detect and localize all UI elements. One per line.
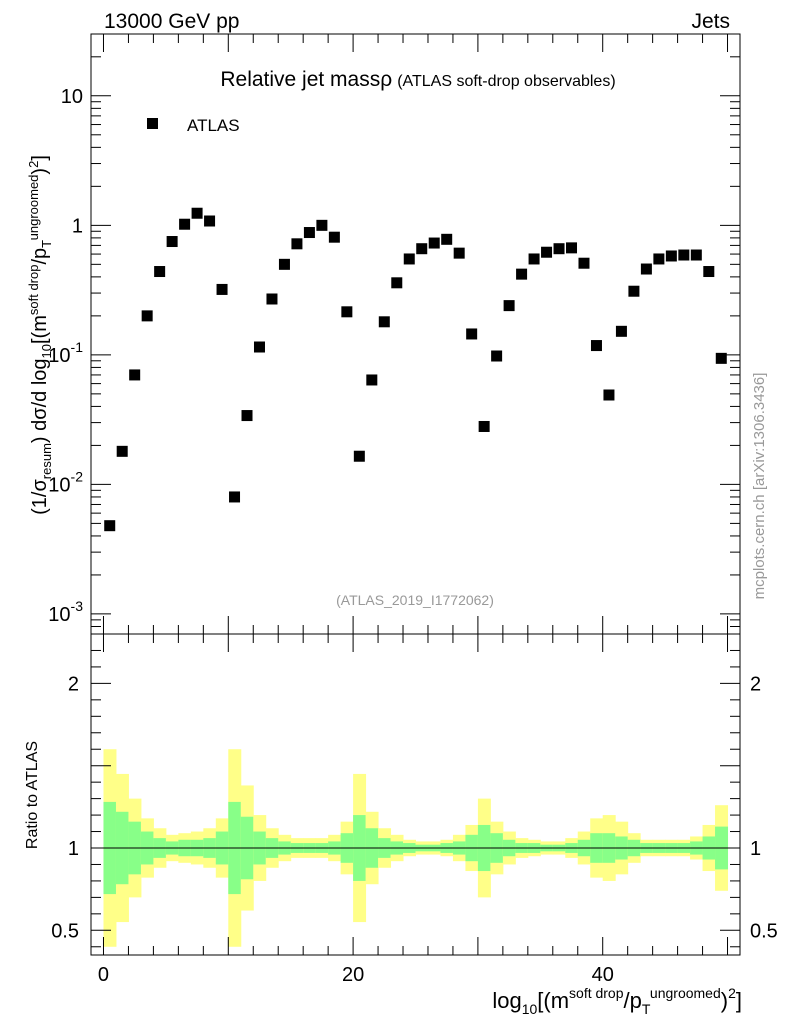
ratio-plot-ticks — [91, 634, 740, 955]
x-tick-label: 20 — [342, 964, 364, 986]
y-tick-exponent: -1 — [71, 339, 84, 355]
data-point — [391, 277, 403, 289]
data-point — [615, 325, 627, 337]
data-point — [104, 520, 116, 532]
data-point — [428, 237, 440, 249]
data-point — [703, 266, 715, 278]
x-tick-label: 40 — [592, 964, 614, 986]
data-point — [378, 316, 390, 328]
data-point — [678, 249, 690, 261]
data-point — [541, 246, 553, 258]
chart-title: Relative jet massρ — [220, 68, 392, 91]
y-tick-exponent: -2 — [71, 468, 84, 484]
data-point — [441, 233, 453, 245]
data-point — [191, 207, 203, 219]
ratio-y-tick-label-left: 1 — [68, 838, 79, 860]
data-point — [341, 306, 353, 318]
data-point — [491, 350, 503, 362]
data-point — [166, 236, 178, 248]
data-point — [278, 258, 290, 270]
data-point — [129, 369, 141, 381]
data-point — [590, 340, 602, 352]
watermark: mcplots.cern.ch [arXiv:1306.3436] — [751, 373, 768, 600]
data-point — [316, 219, 328, 231]
ratio-plot-frame — [90, 633, 741, 956]
data-point — [528, 253, 540, 265]
data-point — [466, 328, 478, 340]
data-point — [353, 450, 365, 462]
y-tick-label: 10 — [61, 86, 83, 108]
data-point — [403, 253, 415, 265]
main-plot-ticks — [91, 33, 740, 635]
atlas-data-points — [104, 207, 727, 532]
data-point — [553, 243, 565, 255]
category-label: Jets — [691, 10, 730, 33]
data-point — [453, 247, 465, 259]
data-point — [653, 253, 665, 265]
data-point — [516, 268, 528, 280]
ratio-y-tick-label-right: 0.5 — [750, 920, 778, 942]
main-y-axis-label: (1/σresum) dσ/d log10[(msoft drop/pTungr… — [26, 155, 54, 515]
data-point — [291, 238, 303, 250]
data-point — [715, 352, 727, 364]
data-point — [179, 218, 191, 230]
y-tick-label: 1 — [72, 215, 83, 237]
data-point — [141, 310, 153, 322]
energy-label: 13000 GeV pp — [104, 10, 239, 33]
ratio-y-tick-label-left: 2 — [68, 673, 79, 695]
data-point — [204, 215, 216, 227]
ratio-y-tick-label-right: 1 — [750, 838, 761, 860]
data-point — [154, 266, 166, 278]
data-point — [603, 389, 615, 401]
legend-label-atlas: ATLAS — [187, 116, 240, 135]
data-point — [116, 445, 128, 457]
ratio-plot-panel: 0.5 0.5 1 1 2 2 0 20 40 Ratio to ATLAS — [24, 633, 778, 986]
ratio-y-tick-labels: 0.5 0.5 1 1 2 2 — [51, 673, 778, 942]
ratio-y-tick-label-right: 2 — [750, 673, 761, 695]
x-axis-label: log10[(msoft drop/pTungroomed)2] — [492, 985, 742, 1017]
data-point — [628, 285, 640, 297]
data-point — [578, 257, 590, 269]
data-point — [241, 410, 253, 422]
y-tick-label: 10-3 — [48, 598, 83, 626]
data-point — [229, 491, 241, 503]
data-point — [640, 263, 652, 275]
x-tick-label: 0 — [98, 964, 109, 986]
data-point — [216, 283, 228, 295]
data-point — [478, 420, 490, 432]
data-point — [328, 231, 340, 243]
chart-title-group: Relative jet massρ (ATLAS soft-drop obser… — [220, 68, 615, 91]
data-point — [566, 242, 578, 254]
data-point — [416, 243, 428, 255]
data-point — [366, 374, 378, 386]
x-tick-labels: 0 20 40 — [98, 964, 614, 986]
data-point — [690, 249, 702, 261]
y-tick-exponent: -3 — [71, 598, 84, 614]
analysis-id: (ATLAS_2019_I1772062) — [336, 592, 494, 608]
data-point — [303, 227, 315, 239]
data-point — [665, 250, 677, 262]
chart-subtitle: (ATLAS soft-drop observables) — [397, 73, 615, 90]
ratio-y-axis-label: Ratio to ATLAS — [24, 741, 41, 849]
legend-marker — [147, 118, 158, 129]
data-point — [503, 300, 515, 312]
data-point — [266, 293, 278, 305]
ratio-y-tick-label-left: 0.5 — [51, 920, 79, 942]
data-point — [253, 341, 265, 353]
